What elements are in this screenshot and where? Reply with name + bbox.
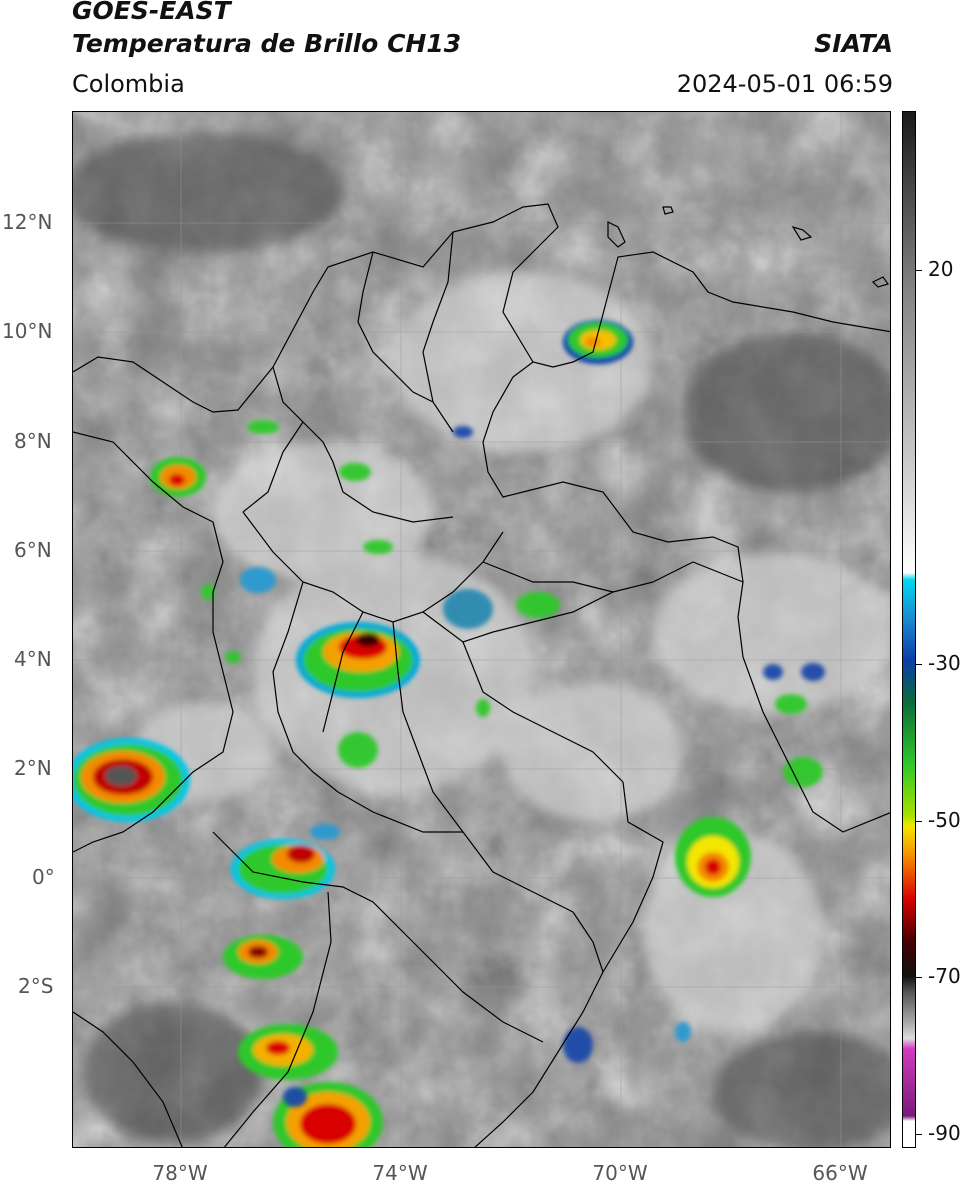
colorbar-tick: [916, 270, 922, 271]
datetime-label: 2024-05-01 06:59: [676, 70, 893, 98]
lat-tick-label: 8°N: [14, 429, 52, 453]
colorbar-tick-label: 20: [928, 257, 954, 281]
lat-tick-label: 10°N: [2, 319, 53, 343]
lon-tick-label: 78°W: [152, 1161, 208, 1185]
satellite-title: GOES-EAST: [72, 0, 231, 25]
lat-tick-label: 0°: [32, 865, 55, 889]
colorbar-tick: [916, 821, 922, 822]
colorbar-tick: [916, 977, 922, 978]
colorbar-tick-label: -50: [928, 808, 961, 832]
lon-tick-label: 70°W: [592, 1161, 648, 1185]
satellite-map[interactable]: [72, 111, 891, 1148]
lat-tick-label: 12°N: [2, 210, 53, 234]
convective-cells: [73, 320, 825, 1147]
lat-tick-label: 2°N: [14, 756, 52, 780]
lon-tick-label: 66°W: [812, 1161, 868, 1185]
lat-tick-label: 4°N: [14, 647, 52, 671]
colorbar-tick: [916, 1134, 922, 1135]
map-gridlines: [73, 112, 890, 1147]
region-label: Colombia: [72, 70, 185, 98]
colorbar-tick-label: -70: [928, 964, 961, 988]
colorbar-tick-label: -30: [928, 651, 961, 675]
product-title: Temperatura de Brillo CH13: [72, 29, 462, 58]
brand-label: SIATA: [814, 29, 893, 58]
map-graphic: [73, 112, 890, 1147]
lat-tick-label: 6°N: [14, 538, 52, 562]
lon-tick-label: 74°W: [372, 1161, 428, 1185]
colorbar-tick-label: -90: [928, 1121, 961, 1145]
temperature-colorbar: [902, 111, 916, 1148]
borders-coastlines: [73, 203, 890, 1147]
colorbar-tick: [916, 664, 922, 665]
lat-tick-label: 2°S: [18, 974, 54, 998]
warm-surface-regions: [73, 132, 890, 1147]
